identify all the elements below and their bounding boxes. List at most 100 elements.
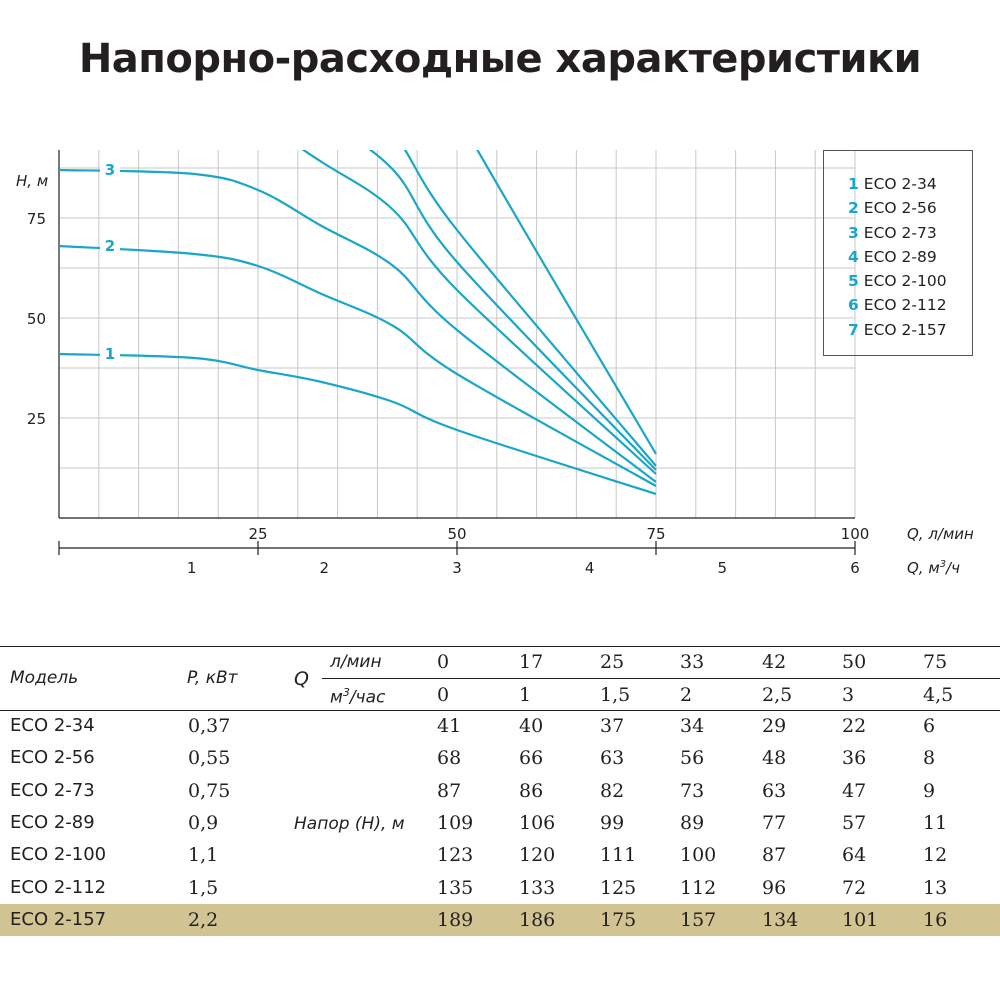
table-cell-head: 120 [519, 844, 556, 867]
table-cell-head: 89 [680, 811, 705, 834]
table-cell-head: 56 [680, 747, 705, 770]
table-cell-head: 12 [923, 844, 948, 867]
table-cell-power: 0,37 [188, 715, 231, 737]
table-header-flow-m3: 1,5 [600, 684, 631, 706]
series-label-1: 1 [105, 345, 115, 363]
table-cell-model: ECO 2-112 [10, 876, 107, 898]
table-cell-power: 1,1 [188, 844, 219, 867]
head-flow-chart: 255075100125150175255075100123456 123456… [16, 150, 974, 577]
table-cell-head: 6 [923, 715, 936, 737]
legend-item: 5 ECO 2-100 [848, 269, 972, 293]
table-cell-head: 106 [519, 811, 556, 834]
table-cell-head: 77 [762, 811, 787, 834]
table-top-rule [0, 646, 1000, 647]
table-cell-head: 40 [519, 715, 544, 737]
table-cell-head: 86 [519, 779, 544, 802]
x2-tick-label: 6 [850, 559, 860, 577]
table-header-flow-lmin: 75 [923, 651, 948, 673]
table-cell-model: ECO 2-73 [10, 779, 95, 801]
table-cell-head: 36 [842, 747, 867, 770]
x2-axis-label: Q, м3/ч [907, 559, 960, 577]
table-cell-head: 123 [437, 844, 474, 867]
table-cell-head: 63 [600, 747, 625, 770]
table-header-model: Модель [10, 668, 79, 688]
table-header-flow-m3: 4,5 [923, 684, 954, 706]
legend-item-number: 4 [848, 247, 859, 266]
series-line-3 [58, 168, 657, 483]
table-cell-head: 29 [762, 715, 787, 737]
table-mid-rule [322, 678, 1000, 679]
table-cell-model: ECO 2-100 [10, 844, 107, 866]
legend-item: 3 ECO 2-73 [848, 221, 972, 245]
table-cell-power: 1,5 [188, 876, 219, 899]
table-cell-head: 134 [762, 908, 799, 931]
legend-item-name: ECO 2-73 [863, 223, 937, 242]
table-cell-head: 175 [600, 908, 637, 931]
legend-item-name: ECO 2-100 [863, 272, 947, 291]
table-header-flow-m3: 0 [437, 684, 450, 706]
table-cell-head: 125 [600, 876, 637, 899]
table-cell-model: ECO 2-89 [10, 811, 95, 833]
legend-item-number: 6 [848, 296, 859, 315]
legend-item-name: ECO 2-34 [863, 175, 937, 193]
x-tick-label: 25 [248, 525, 267, 543]
table-cell-head: 66 [519, 747, 544, 770]
table-header-flow-lmin: 0 [437, 651, 450, 673]
table-header-flow-lmin: 25 [600, 651, 625, 673]
table-cell-head: 34 [680, 715, 705, 737]
legend-item-number: 2 [848, 199, 859, 218]
legend-item: 2 ECO 2-56 [848, 196, 972, 220]
table-cell-head: 41 [437, 715, 462, 737]
series-line-5 [368, 150, 657, 471]
table-cell-head: 57 [842, 811, 867, 834]
table-cell-model: ECO 2-34 [10, 715, 95, 736]
legend-item-number: 3 [848, 223, 859, 242]
table-header-flow-lmin: 33 [680, 651, 705, 673]
table-cell-power: 0,9 [188, 811, 219, 834]
highlight-row-background [0, 904, 1000, 936]
table-cell-power: 2,2 [188, 908, 219, 931]
table-head-label: Напор (Н), м [294, 814, 405, 834]
table-cell-head: 11 [923, 811, 948, 834]
x2-tick-label: 5 [718, 559, 728, 577]
table-header-flow-lmin: 17 [519, 651, 544, 673]
table-cell-head: 87 [437, 779, 462, 802]
table-cell-head: 112 [680, 876, 717, 899]
y-tick-label: 25 [27, 410, 46, 428]
table-header-flow-m3: 3 [842, 684, 855, 706]
legend-item: 6 ECO 2-112 [848, 293, 972, 317]
series-line-4 [301, 150, 657, 475]
table-cell-head: 157 [680, 908, 717, 931]
series-label-bg [100, 236, 120, 256]
series-label-3: 3 [105, 161, 115, 179]
table-cell-model: ECO 2-56 [10, 747, 95, 769]
table-cell-head: 101 [842, 908, 879, 931]
series-label-bg [100, 160, 120, 180]
table-header-unit-lmin: л/мин [330, 652, 382, 672]
x2-tick-label: 1 [187, 559, 197, 577]
chart-legend: 1 ECO 2-34 2 ECO 2-56 3 ECO 2-73 4 ECO 2-89 5 ECO… [823, 150, 973, 356]
table-cell-head: 64 [842, 844, 867, 867]
table-header-flow-lmin: 50 [842, 651, 867, 673]
table-cell-power: 0,75 [188, 779, 231, 802]
table-cell-head: 8 [923, 747, 936, 770]
series-line-1 [58, 352, 657, 496]
table-cell-head: 186 [519, 908, 556, 931]
table-header-flow-m3: 2,5 [762, 684, 793, 706]
table-cell-head: 37 [600, 715, 625, 737]
table-header-power: P, кВт [187, 668, 238, 688]
table-header-q: Q [294, 668, 309, 690]
x-tick-label: 75 [646, 525, 665, 543]
table-cell-head: 68 [437, 747, 462, 770]
legend-item-number: 1 [848, 175, 859, 193]
table-cell-head: 22 [842, 715, 867, 737]
table-cell-head: 47 [842, 779, 867, 802]
legend-item: 4 ECO 2-89 [848, 245, 972, 269]
table-cell-head: 13 [923, 876, 948, 899]
y-tick-label: 50 [27, 310, 46, 328]
y-axis-label: H, м [16, 172, 48, 190]
table-cell-head: 96 [762, 876, 787, 899]
table-cell-head: 9 [923, 779, 936, 802]
table-cell-head: 72 [842, 876, 867, 899]
table-header-flow-lmin: 42 [762, 651, 787, 673]
